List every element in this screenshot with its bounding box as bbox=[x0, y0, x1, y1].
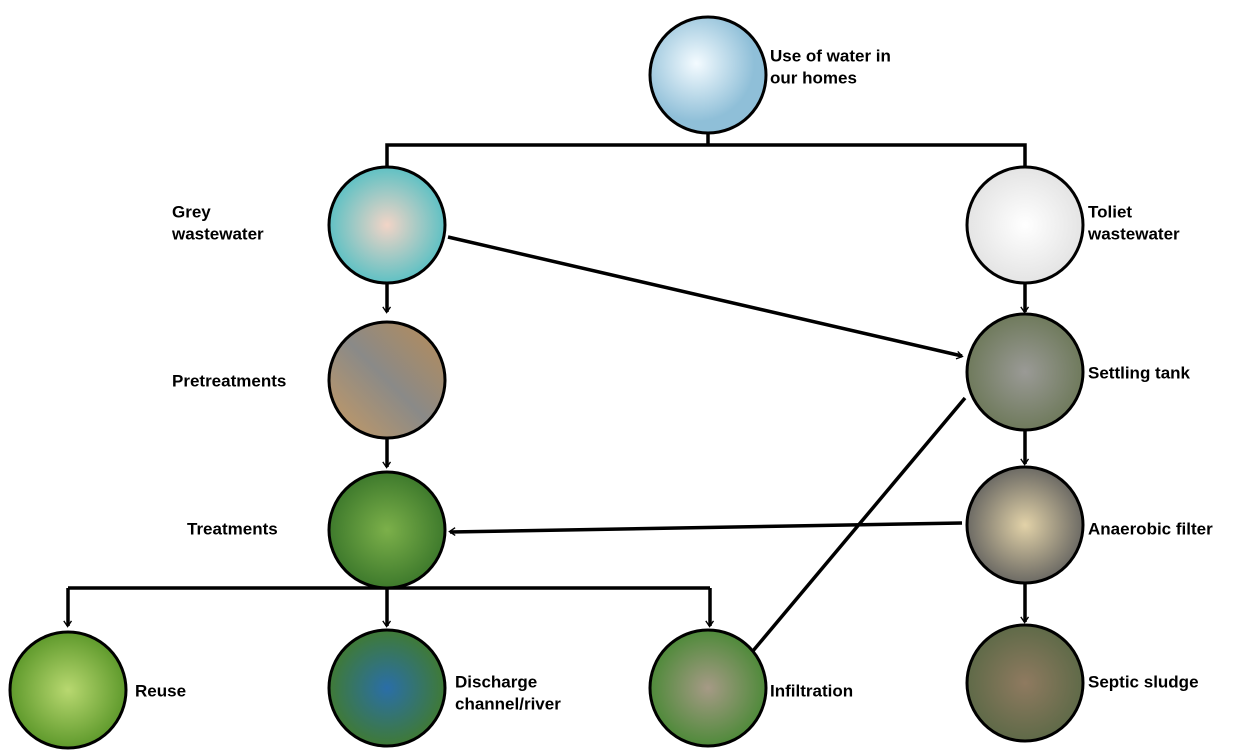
node: Pretreatments bbox=[172, 322, 445, 438]
node: Treatments bbox=[187, 472, 445, 588]
node-label: our homes bbox=[770, 68, 857, 87]
arrow bbox=[742, 398, 965, 664]
node-label: Settling tank bbox=[1088, 363, 1191, 382]
node-image bbox=[329, 167, 445, 283]
node: Reuse bbox=[10, 632, 186, 748]
node-image bbox=[967, 167, 1083, 283]
node-label: Infiltration bbox=[770, 681, 853, 700]
node: Septic sludge bbox=[967, 625, 1199, 741]
node-label: Use of water in bbox=[770, 46, 891, 65]
node-label: wastewater bbox=[171, 224, 264, 243]
arrow bbox=[448, 237, 962, 356]
node-image bbox=[967, 625, 1083, 741]
node: Toliet wastewater bbox=[967, 167, 1180, 283]
node-image bbox=[967, 314, 1083, 430]
connector bbox=[387, 145, 1025, 167]
node-image bbox=[329, 322, 445, 438]
node-label: Anaerobic filter bbox=[1088, 519, 1213, 538]
node-label: Pretreatments bbox=[172, 371, 286, 390]
node-label: Treatments bbox=[187, 519, 278, 538]
node-image bbox=[329, 630, 445, 746]
node: Grey wastewater bbox=[171, 167, 445, 283]
node-image bbox=[10, 632, 126, 748]
node-label: Grey bbox=[172, 202, 211, 221]
node-image bbox=[650, 17, 766, 133]
node-label: channel/river bbox=[455, 694, 561, 713]
node: Use of water in our homes bbox=[650, 17, 891, 133]
node-image bbox=[967, 467, 1083, 583]
node: Infiltration bbox=[650, 630, 853, 746]
node: Discharge channel/river bbox=[329, 630, 561, 746]
node-image bbox=[650, 630, 766, 746]
node-label: Septic sludge bbox=[1088, 672, 1199, 691]
node-label: Toliet bbox=[1088, 202, 1132, 221]
arrow bbox=[450, 523, 962, 532]
node-image bbox=[329, 472, 445, 588]
edges bbox=[68, 133, 1025, 664]
node-label: Discharge bbox=[455, 672, 537, 691]
node-label: Reuse bbox=[135, 681, 186, 700]
node: Anaerobic filter bbox=[967, 467, 1213, 583]
node-label: wastewater bbox=[1087, 224, 1180, 243]
diagram: Use of water inour homesGreywastewaterTo… bbox=[0, 0, 1259, 751]
node: Settling tank bbox=[967, 314, 1191, 430]
